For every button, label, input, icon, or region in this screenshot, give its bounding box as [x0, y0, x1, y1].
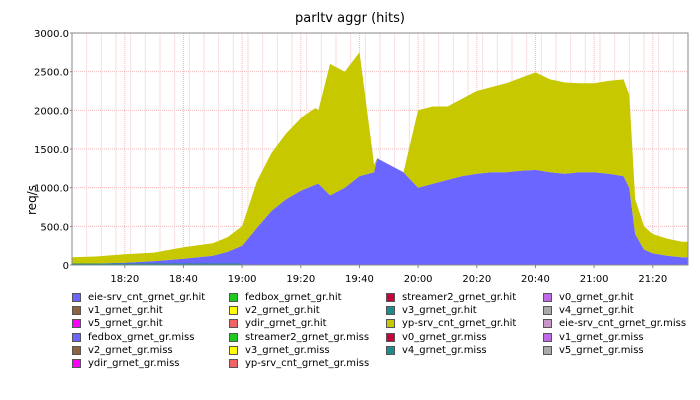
y-tick-label: 500.0 [40, 222, 69, 233]
legend-swatch [386, 293, 395, 302]
y-tick-label: 3000.0 [34, 29, 69, 40]
x-tick-label: 19:20 [286, 274, 315, 285]
legend-swatch [72, 306, 81, 316]
x-tick-label: 20:00 [404, 274, 433, 285]
legend-swatch [72, 332, 81, 342]
legend-label: fedbox_grnet_gr.miss [88, 331, 195, 343]
legend-label: v2_grnet_gr.miss [88, 344, 173, 356]
legend-swatch [229, 359, 238, 368]
legend-label: v0_grnet_gr.miss [402, 331, 487, 343]
y-axis-label: req/s [25, 185, 39, 215]
x-tick-label: 21:00 [580, 274, 609, 285]
y-tick-label: 1000.0 [34, 184, 69, 195]
legend-swatch [543, 293, 552, 302]
legend-label: v5_grnet_gr.miss [559, 344, 644, 356]
series-area-0 [72, 158, 688, 265]
legend-label: v2_grnet_gr.hit [245, 305, 320, 317]
legend-label: v4_grnet_gr.hit [559, 305, 634, 317]
legend-label: fedbox_grnet_gr.hit [245, 292, 342, 303]
area-chart: parltv aggr (hits) 0 500.0 1000.0 1500.0 200… [25, 11, 689, 285]
legend-swatch [229, 345, 238, 355]
y-tick-label: 0 [63, 261, 69, 272]
legend-label: yp-srv_cnt_grnet_gr.hit [402, 318, 517, 330]
legend-swatch [229, 332, 238, 342]
legend-label: ydir_grnet_gr.miss [88, 358, 180, 369]
series-area-1 [72, 52, 688, 265]
legend-label: eie-srv_cnt_grnet_gr.miss [559, 318, 687, 330]
legend-swatch [386, 332, 395, 342]
x-axis-ticks: 18:20 18:40 19:00 19:20 19:40 20:00 20:20 20:40… [110, 265, 667, 285]
x-tick-label: 19:40 [345, 274, 374, 285]
legend-swatch [386, 319, 395, 329]
legend-swatch [229, 293, 238, 302]
legend-swatch [72, 359, 81, 368]
x-tick-label: 19:00 [228, 274, 257, 285]
legend-label: streamer2_grnet_gr.miss [245, 331, 370, 343]
x-tick-label: 20:20 [462, 274, 491, 285]
legend-swatch [72, 319, 81, 329]
legend-label: v1_grnet_gr.hit [88, 305, 163, 317]
legend-swatch [229, 319, 238, 329]
legend-swatch [72, 293, 81, 302]
legend-label: streamer2_grnet_gr.hit [402, 292, 517, 303]
y-axis-ticks: 0 500.0 1000.0 1500.0 2000.0 2500.0 3000.0 [34, 29, 72, 272]
x-tick-label: 18:40 [169, 274, 198, 285]
legend-swatch [72, 345, 81, 355]
legend-swatch [543, 332, 552, 342]
y-tick-label: 2500.0 [34, 68, 69, 79]
chart-areas [72, 52, 688, 265]
chart-title: parltv aggr (hits) [295, 11, 405, 26]
legend-swatch [229, 306, 238, 316]
legend-label: v5_grnet_gr.hit [88, 318, 163, 330]
x-tick-label: 21:20 [638, 274, 667, 285]
legend-label: yp-srv_cnt_grnet_gr.miss [245, 358, 370, 369]
legend-label: v1_grnet_gr.miss [559, 331, 644, 343]
y-tick-label: 1500.0 [34, 145, 69, 156]
legend-label: eie-srv_cnt_grnet_gr.hit [88, 292, 206, 303]
x-tick-label: 18:20 [110, 274, 139, 285]
legend-label: v0_grnet_gr.hit [559, 292, 634, 303]
legend-swatch [543, 306, 552, 316]
legend-label: ydir_grnet_gr.hit [245, 318, 327, 330]
legend-swatch [386, 345, 395, 355]
y-tick-label: 2000.0 [34, 106, 69, 117]
legend-label: v3_grnet_gr.hit [402, 305, 477, 317]
legend-swatch [386, 306, 395, 316]
legend-swatch [543, 319, 552, 329]
x-tick-label: 20:40 [521, 274, 550, 285]
legend-label: v3_grnet_gr.miss [245, 344, 330, 356]
legend-swatch [543, 345, 552, 355]
legend-label: v4_grnet_gr.miss [402, 344, 487, 356]
